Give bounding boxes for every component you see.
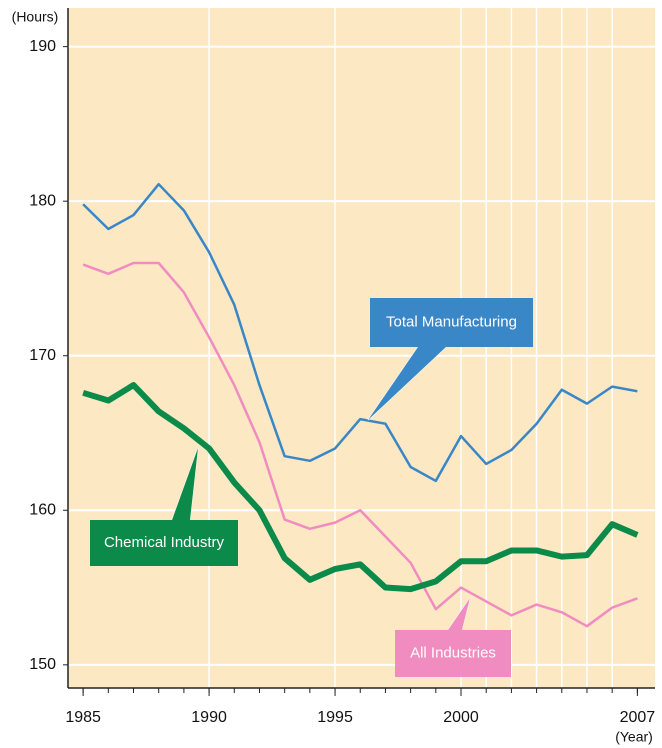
callout-box — [90, 520, 238, 566]
y-tick-label: 190 — [29, 38, 56, 55]
series-line — [82, 261, 638, 628]
legend-label: Total Manufacturing — [386, 313, 517, 330]
x-tick-label: 1990 — [191, 709, 227, 726]
callout-box — [395, 630, 511, 677]
y-axis-label: (Hours) — [12, 9, 59, 25]
x-axis-label: (Year) — [615, 729, 653, 745]
x-tick-label: 1995 — [317, 709, 353, 726]
y-tick-label: 150 — [29, 656, 56, 673]
callout-pointer — [172, 448, 198, 520]
y-tick-label: 180 — [29, 192, 56, 209]
callout-box — [370, 298, 533, 347]
callout-pointer — [368, 347, 446, 420]
x-tick-label: 2000 — [443, 709, 479, 726]
y-tick-label: 160 — [29, 501, 56, 518]
legend-label: Chemical Industry — [104, 534, 225, 551]
legend-label: All Industries — [410, 644, 496, 661]
x-tick-label: 2007 — [620, 709, 656, 726]
plot-background — [68, 8, 655, 688]
callout-pointer — [448, 598, 470, 630]
series-line — [82, 182, 638, 483]
y-tick-label: 170 — [29, 347, 56, 364]
series-line — [82, 382, 639, 593]
x-tick-label: 1985 — [65, 709, 101, 726]
